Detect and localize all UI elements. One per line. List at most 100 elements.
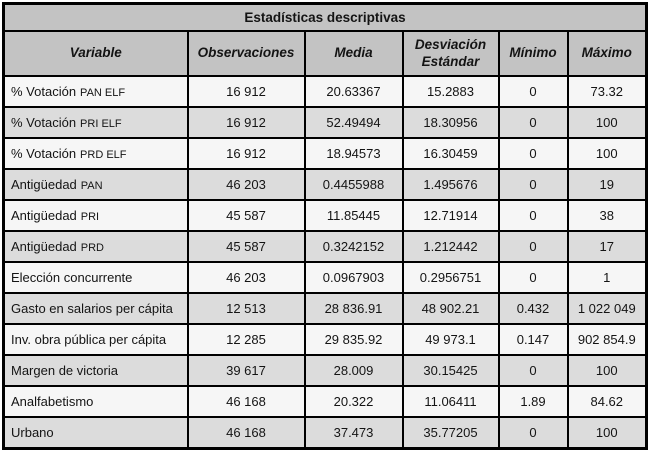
variable-acronym: PRD ELF xyxy=(80,149,127,161)
mean-cell: 37.473 xyxy=(303,416,404,450)
table-row: Antigüedad PAN 46 203 0.4455988 1.495676 … xyxy=(2,168,648,201)
variable-cell: % Votación PRI ELF xyxy=(2,106,189,139)
table-row: % Votación PRD ELF 16 912 18.94573 16.304… xyxy=(2,137,648,170)
variable-cell: Antigüedad PAN xyxy=(2,168,189,201)
table-row: Antigüedad PRD 45 587 0.3242152 1.212442 … xyxy=(2,230,648,263)
observations-cell: 16 912 xyxy=(186,75,306,108)
mean-cell: 0.3242152 xyxy=(303,230,404,263)
variable-cell: Analfabetismo xyxy=(2,385,189,418)
variable-label: % Votación xyxy=(11,146,77,161)
table-row: Antigüedad PRI 45 587 11.85445 12.71914 0… xyxy=(2,199,648,232)
variable-label: Margen de victoria xyxy=(11,363,118,378)
stddev-cell: 16.30459 xyxy=(401,137,500,170)
max-cell: 100 xyxy=(566,137,648,170)
mean-cell: 29 835.92 xyxy=(303,323,404,356)
stddev-cell: 0.2956751 xyxy=(401,261,500,294)
observations-cell: 16 912 xyxy=(186,137,306,170)
min-cell: 0 xyxy=(497,261,569,294)
table-row: Elección concurrente 46 203 0.0967903 0.… xyxy=(2,261,648,294)
mean-cell: 0.4455988 xyxy=(303,168,404,201)
mean-cell: 0.0967903 xyxy=(303,261,404,294)
variable-label: % Votación xyxy=(11,84,77,99)
variable-acronym: PAN xyxy=(80,180,103,192)
variable-cell: Antigüedad PRD xyxy=(2,230,189,263)
stddev-cell: 12.71914 xyxy=(401,199,500,232)
column-header-max: Máximo xyxy=(566,30,648,77)
stddev-cell: 30.15425 xyxy=(401,354,500,387)
min-cell: 0 xyxy=(497,199,569,232)
max-cell: 100 xyxy=(566,354,648,387)
table-body: % Votación PAN ELF 16 912 20.63367 15.288… xyxy=(2,75,648,450)
variable-label: Antigüedad xyxy=(11,177,77,192)
stddev-cell: 11.06411 xyxy=(401,385,500,418)
min-cell: 0 xyxy=(497,416,569,450)
mean-cell: 20.63367 xyxy=(303,75,404,108)
column-header-min: Mínimo xyxy=(497,30,569,77)
variable-acronym: PRI ELF xyxy=(80,118,122,130)
min-cell: 1.89 xyxy=(497,385,569,418)
min-cell: 0 xyxy=(497,75,569,108)
max-cell: 84.62 xyxy=(566,385,648,418)
table-row: Inv. obra pública per cápita 12 285 29 8… xyxy=(2,323,648,356)
stddev-cell: 18.30956 xyxy=(401,106,500,139)
variable-label: % Votación xyxy=(11,115,77,130)
max-cell: 1 xyxy=(566,261,648,294)
max-cell: 38 xyxy=(566,199,648,232)
variable-label: Antigüedad xyxy=(11,239,77,254)
table-row: Urbano 46 168 37.473 35.77205 0 100 xyxy=(2,416,648,450)
table-row: Margen de victoria 39 617 28.009 30.1542… xyxy=(2,354,648,387)
mean-cell: 18.94573 xyxy=(303,137,404,170)
min-cell: 0.147 xyxy=(497,323,569,356)
stddev-cell: 35.77205 xyxy=(401,416,500,450)
max-cell: 902 854.9 xyxy=(566,323,648,356)
min-cell: 0 xyxy=(497,137,569,170)
column-header-stddev: Desviación Estándar xyxy=(401,30,500,77)
min-cell: 0 xyxy=(497,168,569,201)
observations-cell: 45 587 xyxy=(186,199,306,232)
variable-cell: Antigüedad PRI xyxy=(2,199,189,232)
min-cell: 0 xyxy=(497,230,569,263)
max-cell: 1 022 049 xyxy=(566,292,648,325)
column-header-variable: Variable xyxy=(2,30,189,77)
max-cell: 19 xyxy=(566,168,648,201)
mean-cell: 52.49494 xyxy=(303,106,404,139)
observations-cell: 46 203 xyxy=(186,261,306,294)
variable-label: Gasto en salarios per cápita xyxy=(11,301,173,316)
variable-acronym: PRI xyxy=(80,211,100,223)
min-cell: 0 xyxy=(497,354,569,387)
observations-cell: 46 168 xyxy=(186,416,306,450)
mean-cell: 20.322 xyxy=(303,385,404,418)
variable-acronym: PRD xyxy=(80,242,105,254)
observations-cell: 16 912 xyxy=(186,106,306,139)
column-header-mean: Media xyxy=(303,30,404,77)
observations-cell: 46 168 xyxy=(186,385,306,418)
max-cell: 73.32 xyxy=(566,75,648,108)
variable-cell: % Votación PRD ELF xyxy=(2,137,189,170)
variable-cell: % Votación PAN ELF xyxy=(2,75,189,108)
variable-label: Inv. obra pública per cápita xyxy=(11,332,167,347)
table-row: % Votación PRI ELF 16 912 52.49494 18.309… xyxy=(2,106,648,139)
min-cell: 0 xyxy=(497,106,569,139)
variable-cell: Gasto en salarios per cápita xyxy=(2,292,189,325)
variable-label: Elección concurrente xyxy=(11,270,133,285)
variable-label: Antigüedad xyxy=(11,208,77,223)
max-cell: 100 xyxy=(566,416,648,450)
mean-cell: 28 836.91 xyxy=(303,292,404,325)
observations-cell: 39 617 xyxy=(186,354,306,387)
variable-cell: Inv. obra pública per cápita xyxy=(2,323,189,356)
stddev-cell: 1.212442 xyxy=(401,230,500,263)
observations-cell: 12 285 xyxy=(186,323,306,356)
stddev-cell: 1.495676 xyxy=(401,168,500,201)
table-title: Estadísticas descriptivas xyxy=(2,2,648,32)
variable-cell: Margen de victoria xyxy=(2,354,189,387)
stddev-cell: 15.2883 xyxy=(401,75,500,108)
variable-cell: Urbano xyxy=(2,416,189,450)
mean-cell: 28.009 xyxy=(303,354,404,387)
table-header-row: Variable Observaciones Media Desviación … xyxy=(2,30,648,77)
max-cell: 17 xyxy=(566,230,648,263)
mean-cell: 11.85445 xyxy=(303,199,404,232)
variable-label: Analfabetismo xyxy=(11,394,94,409)
observations-cell: 46 203 xyxy=(186,168,306,201)
table-title-row: Estadísticas descriptivas xyxy=(2,2,648,32)
